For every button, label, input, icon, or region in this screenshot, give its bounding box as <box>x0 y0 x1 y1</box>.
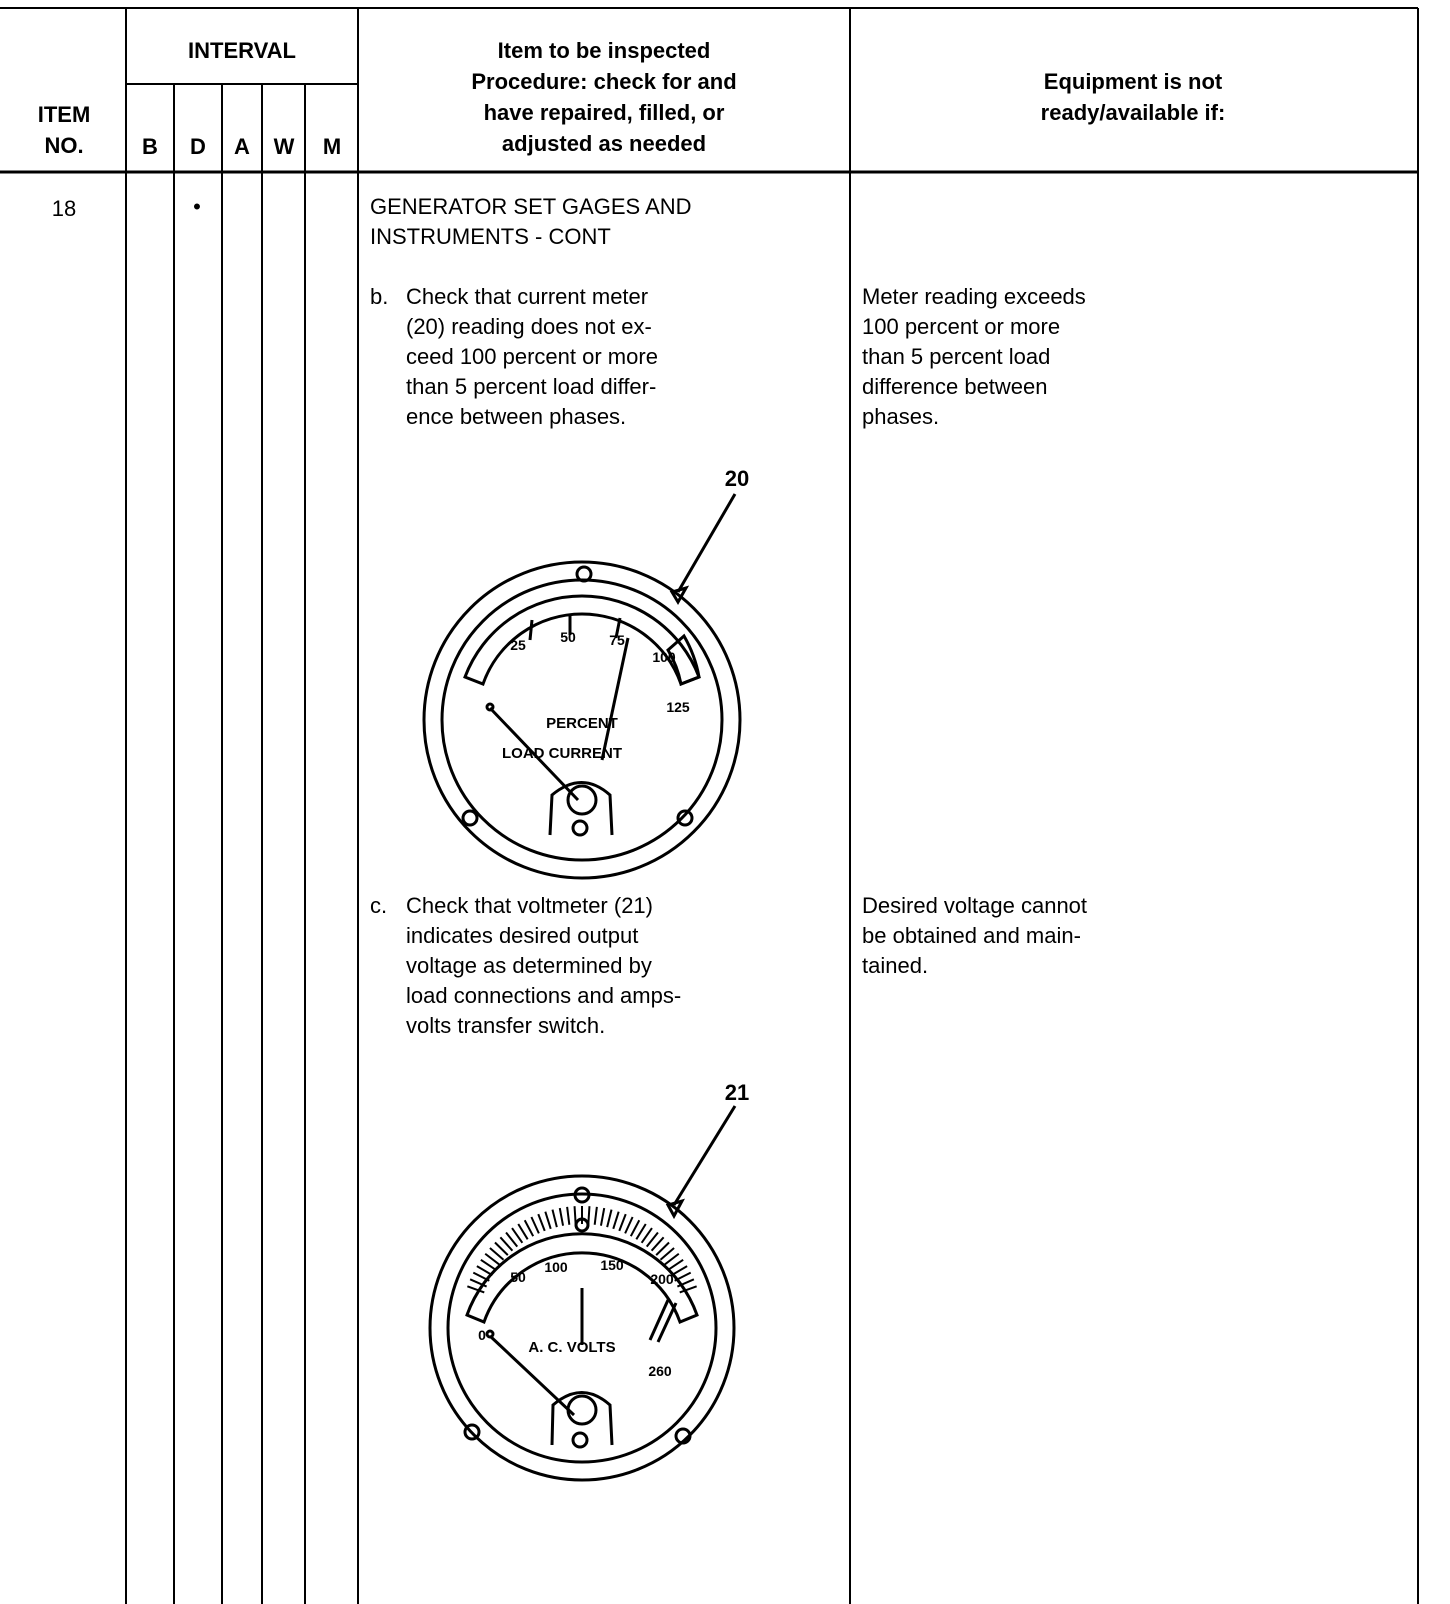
scale-label: 150 <box>600 1257 624 1273</box>
scale-label: 25 <box>510 637 526 653</box>
scale-tick <box>599 1207 606 1226</box>
procedure-header: have repaired, filled, or <box>484 100 725 125</box>
scale-tick <box>624 1216 634 1234</box>
scale-tick <box>659 1247 675 1261</box>
scale-label: 100 <box>544 1259 568 1275</box>
scale-tick <box>655 1241 670 1256</box>
item-no-header: ITEM <box>38 102 91 127</box>
scale-label: 50 <box>510 1269 526 1285</box>
scale-tick <box>674 1271 692 1282</box>
interval-header: INTERVAL <box>188 38 296 63</box>
gauge-legend: A. C. VOLTS <box>528 1339 615 1356</box>
scale-label: 0 <box>478 1327 486 1343</box>
gauge-legend: PERCENT <box>546 715 618 732</box>
scale-tick <box>517 1223 529 1240</box>
callout: 20 <box>725 466 749 491</box>
scale-tick <box>484 1252 501 1266</box>
step-not-ready: be obtained and main- <box>862 923 1081 948</box>
procedure-header: Item to be inspected <box>498 38 711 63</box>
scale-tick <box>544 1211 552 1230</box>
scale-label: 75 <box>609 632 625 648</box>
step-procedure: ceed 100 percent or more <box>406 344 658 369</box>
scale-tick <box>671 1265 688 1277</box>
interval-mark: • <box>193 194 201 219</box>
scale-tick <box>499 1236 514 1252</box>
scale-tick <box>676 1278 695 1288</box>
scale-tick <box>523 1219 535 1237</box>
scale-tick <box>667 1258 684 1271</box>
step-procedure: indicates desired output <box>406 923 638 948</box>
voltmeter: 21 0 50 100 150 200 260 A. C. VOLTS <box>428 1080 749 1482</box>
scale-tick <box>606 1209 613 1228</box>
item-no-header: NO. <box>44 133 83 158</box>
scale-tick <box>537 1213 546 1232</box>
step-procedure: voltage as determined by <box>406 953 652 978</box>
scale-tick <box>494 1241 509 1256</box>
gauge-legend: LOAD CURRENT <box>502 745 622 762</box>
step-not-ready: Meter reading exceeds <box>862 284 1086 309</box>
interval-code: D <box>190 134 206 159</box>
scale-tick <box>472 1271 490 1282</box>
scale-tick <box>663 1252 680 1266</box>
step-not-ready: tained. <box>862 953 928 978</box>
scale-tick <box>530 1216 540 1234</box>
step-letter: c. <box>370 893 387 918</box>
interval-code: B <box>142 134 158 159</box>
not-ready-header: Equipment is not <box>1044 69 1223 94</box>
step-procedure: load connections and amps- <box>406 983 681 1008</box>
not-ready-header: ready/available if: <box>1041 100 1226 125</box>
step-procedure: volts transfer switch. <box>406 1013 605 1038</box>
step-not-ready: 100 percent or more <box>862 314 1060 339</box>
scale-tick <box>469 1278 488 1288</box>
scale-tick <box>558 1207 565 1226</box>
scale-tick <box>467 1285 485 1294</box>
scale-tick <box>645 1231 659 1248</box>
step-procedure: Check that current meter <box>406 284 648 309</box>
scale-tick <box>476 1265 493 1277</box>
scale-label: 100 <box>652 649 676 665</box>
scale-tick <box>587 1206 591 1225</box>
scale-tick <box>679 1285 697 1294</box>
scale-label: 200 <box>650 1271 674 1287</box>
interval-code: W <box>274 134 295 159</box>
step-procedure: (20) reading does not ex- <box>406 314 652 339</box>
scale-tick <box>573 1206 577 1225</box>
scale-tick <box>566 1206 571 1225</box>
scale-tick <box>650 1236 665 1252</box>
scale-tick <box>480 1258 497 1271</box>
item-title: GENERATOR SET GAGES AND <box>370 194 692 219</box>
scale-tick <box>629 1219 641 1237</box>
scale-label: 260 <box>648 1363 672 1379</box>
procedure-header: Procedure: check for and <box>471 69 736 94</box>
scale-label: 50 <box>560 629 576 645</box>
step-not-ready: phases. <box>862 404 939 429</box>
scale-tick <box>635 1223 647 1240</box>
step-procedure: ence between phases. <box>406 404 626 429</box>
step-procedure: Check that voltmeter (21) <box>406 893 653 918</box>
step-procedure: than 5 percent load differ- <box>406 374 656 399</box>
scale-tick <box>505 1231 519 1248</box>
step-letter: b. <box>370 284 388 309</box>
scale-tick <box>640 1227 653 1244</box>
scale-tick <box>551 1209 558 1228</box>
callout: 21 <box>725 1080 749 1105</box>
interval-code: A <box>234 134 250 159</box>
current-meter: 20 25 50 75 100 125 PERCENT LOAD CURRENT <box>422 466 749 880</box>
item-number: 18 <box>52 196 76 221</box>
item-title: INSTRUMENTS - CONT <box>370 224 611 249</box>
scale-tick <box>618 1213 627 1232</box>
grid <box>0 7 1419 1604</box>
step-not-ready: difference between <box>862 374 1048 399</box>
scale-tick <box>612 1211 620 1230</box>
procedure-header: adjusted as needed <box>502 131 706 156</box>
scale-tick <box>593 1206 598 1225</box>
scale-label: 125 <box>666 699 690 715</box>
step-not-ready: Desired voltage cannot <box>862 893 1087 918</box>
interval-code: M <box>323 134 341 159</box>
scale-tick <box>511 1227 524 1244</box>
step-not-ready: than 5 percent load <box>862 344 1050 369</box>
scale-tick <box>489 1247 505 1261</box>
